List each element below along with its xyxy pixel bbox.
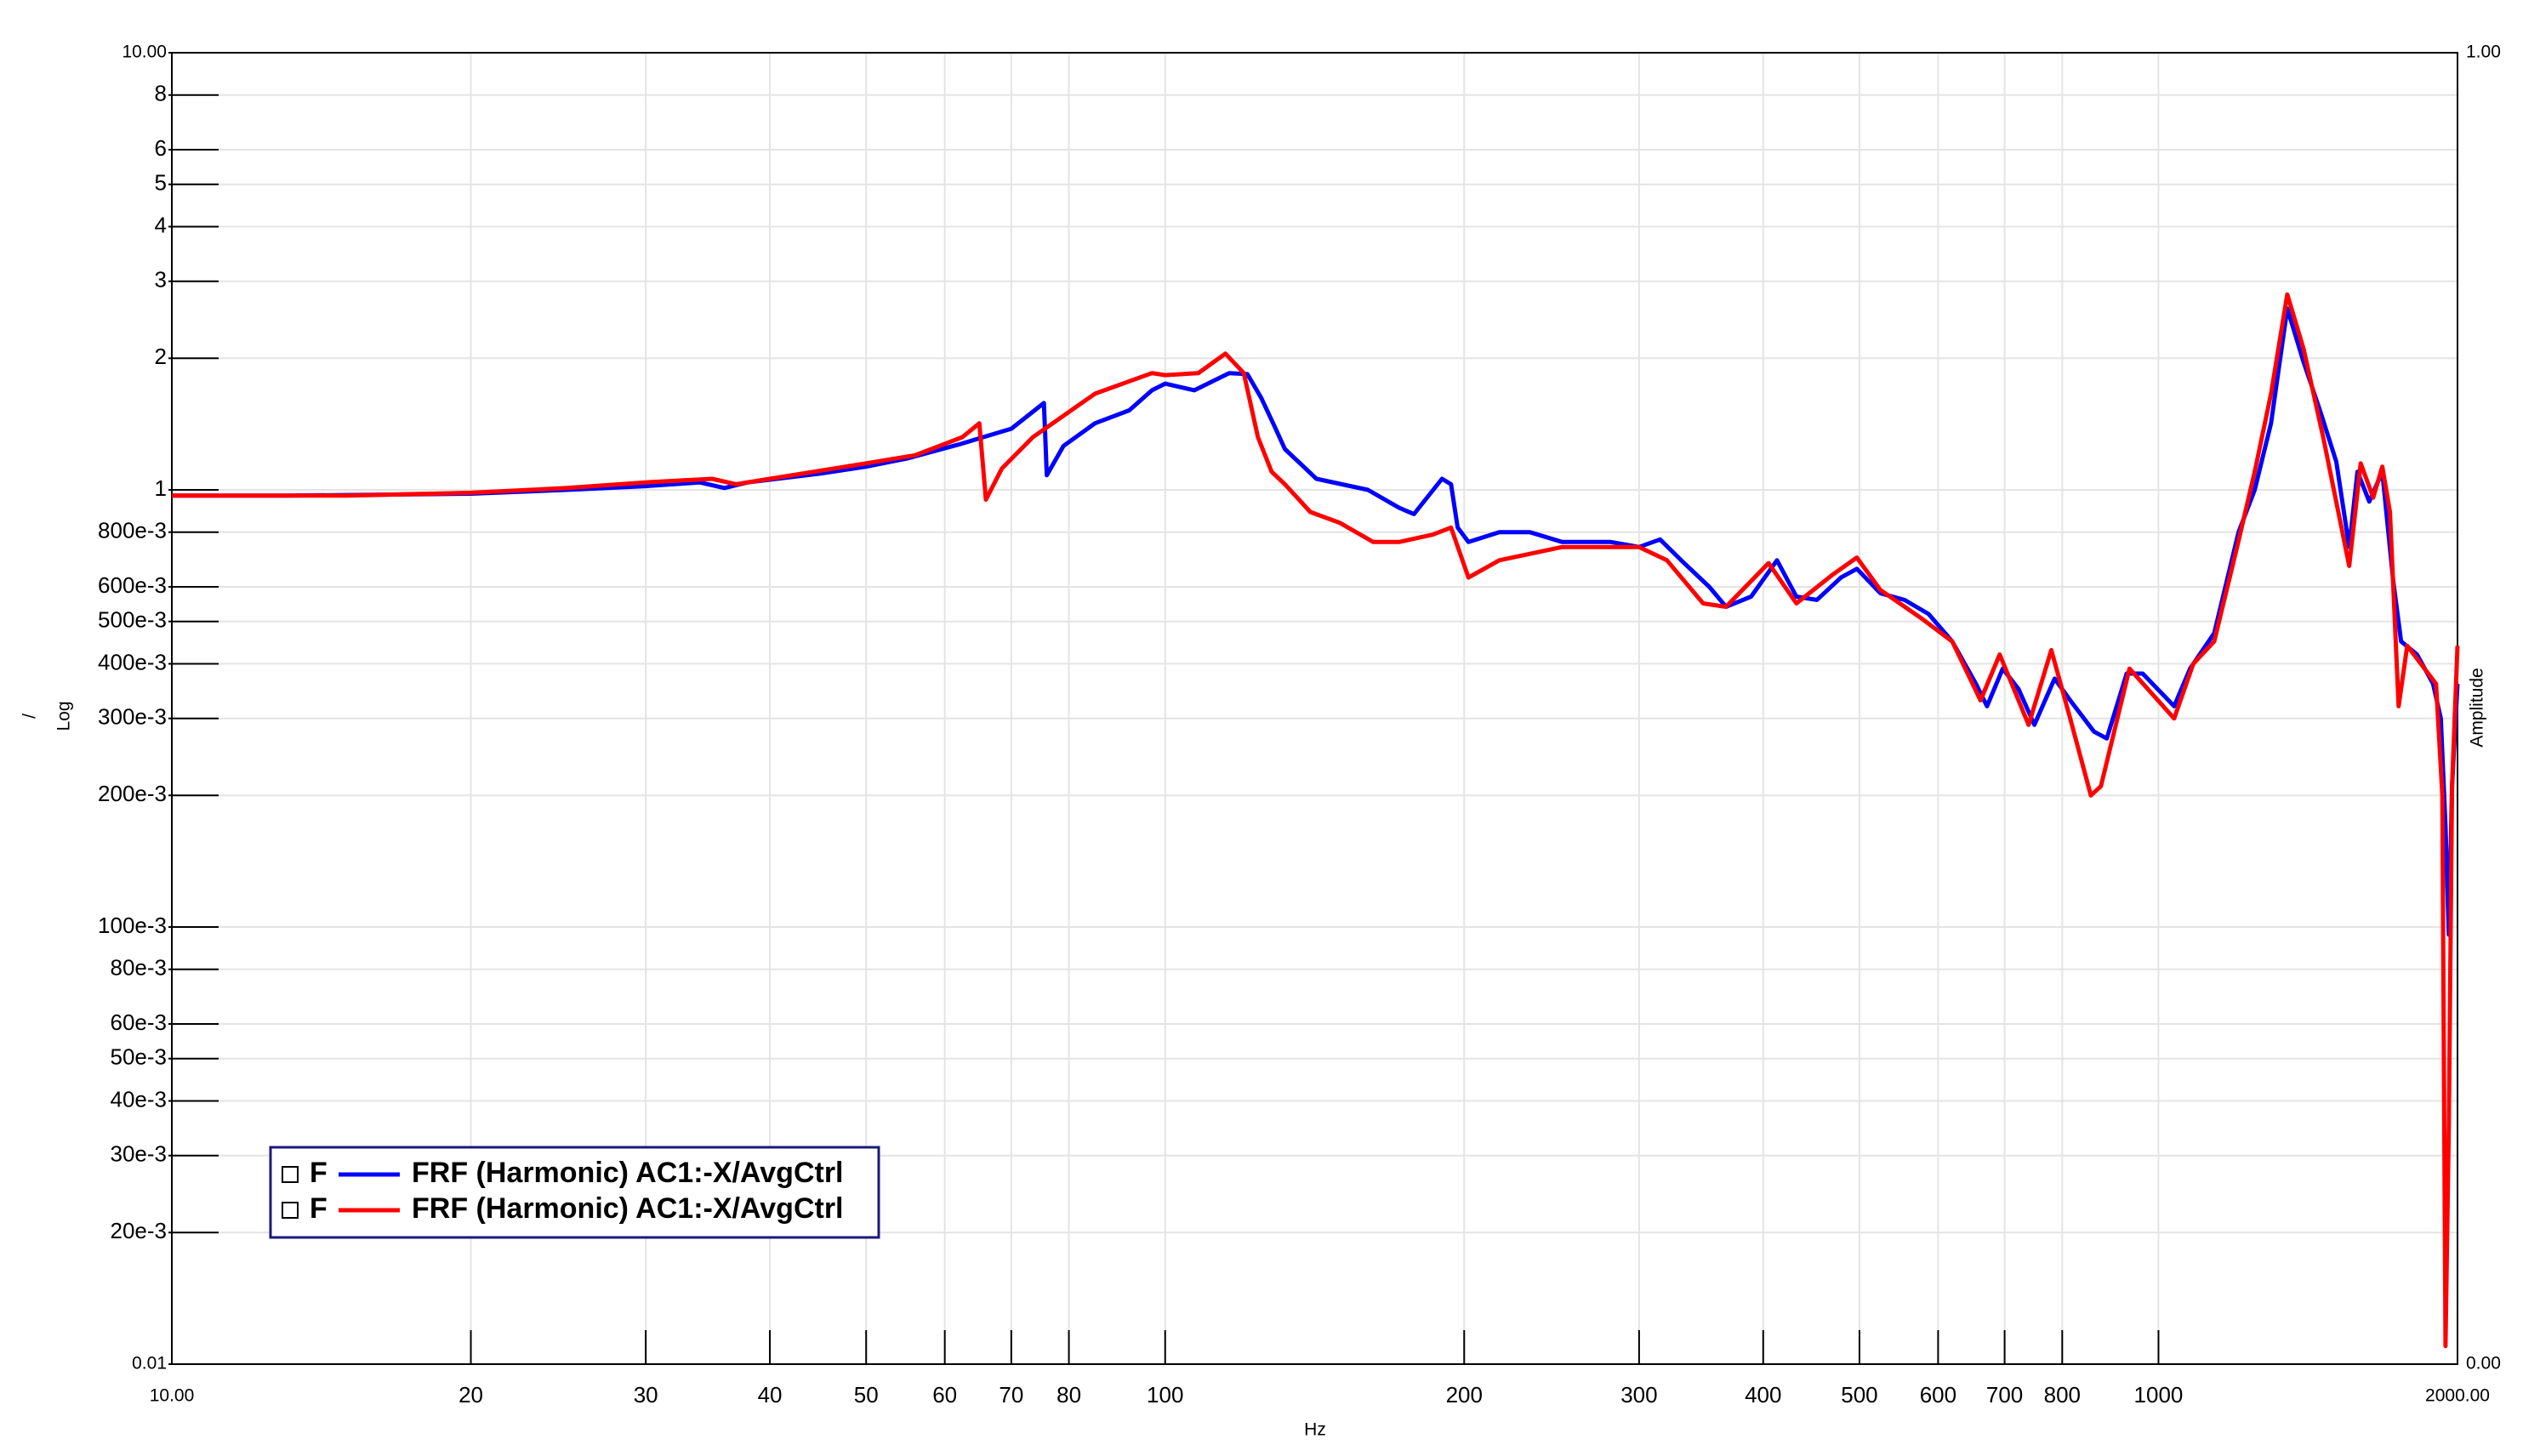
- x-tick-label: 800: [2044, 1382, 2081, 1408]
- y-tick-label: 5: [155, 170, 167, 196]
- y-tick-label: 400e-3: [98, 649, 167, 674]
- series-line: [172, 292, 2460, 1349]
- y-tick-label: 20e-3: [111, 1218, 168, 1243]
- y-tick-label: 0.01: [132, 1354, 167, 1374]
- y-tick-label: 2: [155, 344, 167, 369]
- y-tick-label: 50e-3: [111, 1044, 168, 1070]
- x-tick-label: 20: [458, 1382, 483, 1408]
- y-tick-label: 100e-3: [98, 913, 167, 938]
- y-tick-label: 40e-3: [111, 1086, 168, 1112]
- y2-tick-label: 0.00: [2466, 1354, 2501, 1374]
- legend-checkbox: [282, 1202, 299, 1219]
- x-tick-label: 300: [1620, 1382, 1657, 1408]
- y-tick-label: 3: [155, 267, 167, 293]
- y-tick-label: 800e-3: [98, 518, 167, 543]
- legend-label: FRF (Harmonic) AC1:-X/AvgCtrl: [412, 1157, 844, 1189]
- legend-label: FRF (Harmonic) AC1:-X/AvgCtrl: [412, 1192, 844, 1225]
- x-tick-label: 30: [634, 1382, 658, 1408]
- y-tick-label: 30e-3: [111, 1141, 168, 1167]
- legend-checkbox: [282, 1166, 299, 1183]
- y-tick-label: 6: [155, 135, 167, 161]
- y2-tick-label: 1.00: [2466, 43, 2501, 62]
- legend-marker-label: F: [310, 1157, 327, 1189]
- x-tick-label: 500: [1841, 1382, 1877, 1408]
- legend-marker-label: F: [310, 1192, 327, 1225]
- x-axis-label: Hz: [1304, 1420, 1326, 1440]
- legend-box: [269, 1146, 880, 1239]
- y-tick-label: 8: [155, 81, 167, 106]
- x-tick-label: 50: [854, 1382, 879, 1408]
- y-tick-label: 4: [155, 212, 167, 237]
- x-tick-label: 1000: [2134, 1382, 2184, 1408]
- x-tick-label: 600: [1920, 1382, 1956, 1408]
- x-tick-label: 10.00: [150, 1386, 195, 1406]
- x-tick-label: 200: [1446, 1382, 1483, 1408]
- y-tick-label: 10.00: [122, 43, 167, 62]
- x-tick-label: 2000.00: [2425, 1386, 2490, 1406]
- y-tick-label: 500e-3: [98, 607, 167, 633]
- x-tick-label: 60: [932, 1382, 957, 1408]
- y-tick-label: 80e-3: [111, 955, 168, 981]
- x-tick-label: 400: [1745, 1382, 1781, 1408]
- y-axis-label: Log: [54, 701, 74, 731]
- y-tick-label: 60e-3: [111, 1010, 168, 1035]
- x-tick-label: 70: [999, 1382, 1023, 1408]
- y-tick-label: 600e-3: [98, 572, 167, 598]
- y2-axis-label: Amplitude: [2468, 668, 2487, 747]
- x-tick-label: 80: [1056, 1382, 1081, 1408]
- y-tick-label: 200e-3: [98, 781, 167, 806]
- x-tick-label: 700: [1986, 1382, 2023, 1408]
- x-tick-label: 40: [758, 1382, 783, 1408]
- x-tick-label: 100: [1147, 1382, 1183, 1408]
- y-axis-label: /: [20, 714, 40, 719]
- y-tick-label: 1: [155, 475, 167, 501]
- y-tick-label: 300e-3: [98, 704, 167, 730]
